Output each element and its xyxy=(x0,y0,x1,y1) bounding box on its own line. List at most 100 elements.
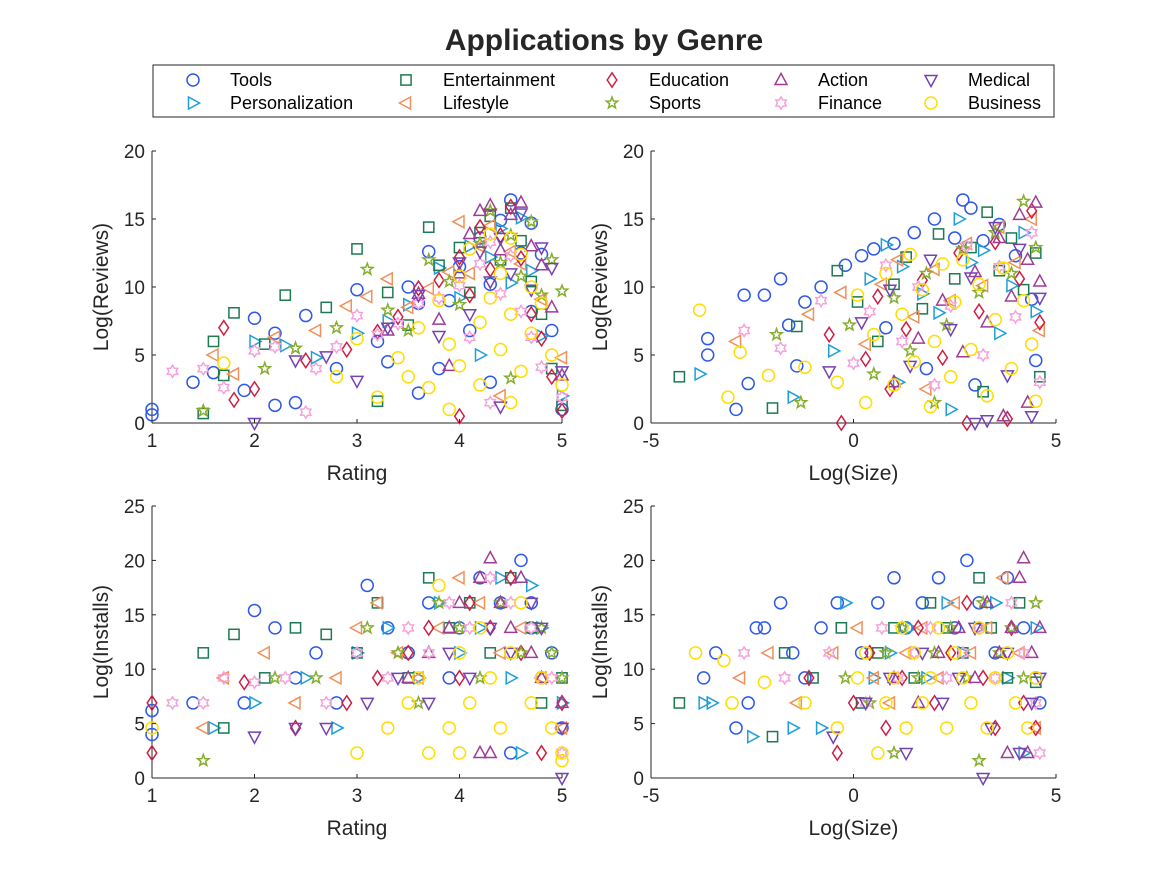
series-entertainment xyxy=(673,206,1046,414)
legend-item-medical: Medical xyxy=(923,70,1030,90)
data-point xyxy=(430,620,445,636)
data-point xyxy=(941,595,955,611)
data-point xyxy=(351,325,366,341)
data-point xyxy=(493,401,508,415)
data-point xyxy=(545,348,559,362)
data-point xyxy=(535,744,548,762)
y-axis-label: Log(Installs) xyxy=(589,585,612,699)
data-point xyxy=(422,380,436,395)
data-point xyxy=(441,273,458,289)
data-point xyxy=(513,208,529,222)
y-tick-label: 20 xyxy=(623,142,644,163)
data-point xyxy=(554,283,570,298)
data-point xyxy=(524,326,538,340)
data-point xyxy=(513,267,529,283)
data-point xyxy=(971,752,987,768)
data-point xyxy=(858,395,873,410)
data-point xyxy=(195,752,212,768)
data-point xyxy=(956,193,970,207)
data-point xyxy=(1033,370,1046,383)
data-point xyxy=(320,628,333,641)
data-point xyxy=(515,249,527,267)
data-point xyxy=(760,645,774,661)
data-point xyxy=(798,295,812,309)
data-point xyxy=(370,334,385,349)
chart-title: Applications by Genre xyxy=(445,24,763,57)
data-point xyxy=(523,284,539,298)
data-point xyxy=(526,578,540,593)
legend-item-action: Action xyxy=(773,70,868,90)
y-tick-label: 5 xyxy=(633,346,644,367)
data-point xyxy=(442,402,456,417)
y-tick-label: 0 xyxy=(134,769,145,790)
series-personalization xyxy=(694,211,1044,417)
data-point xyxy=(256,645,270,661)
legend-label-sports: Sports xyxy=(649,93,701,113)
data-point xyxy=(911,330,926,344)
data-point xyxy=(830,721,845,735)
data-point xyxy=(268,621,282,635)
data-point xyxy=(535,330,548,348)
data-point xyxy=(543,644,560,660)
data-point xyxy=(145,703,159,718)
data-point xyxy=(1034,313,1046,331)
data-point xyxy=(996,408,1011,422)
data-point xyxy=(927,334,942,349)
data-point xyxy=(835,622,848,634)
data-point xyxy=(956,645,970,661)
legend: Tools Personalization Entertainment Lifesty… xyxy=(152,64,1055,118)
data-point xyxy=(483,291,497,305)
y-tick-label: 20 xyxy=(124,142,145,163)
data-point xyxy=(847,694,860,712)
data-point xyxy=(757,288,772,302)
data-point xyxy=(1016,621,1031,635)
data-point xyxy=(900,251,912,263)
data-point xyxy=(331,720,345,736)
data-point xyxy=(401,696,415,710)
data-point xyxy=(371,669,384,687)
data-point xyxy=(381,286,394,299)
data-point xyxy=(431,330,447,345)
data-point xyxy=(225,366,240,382)
x-tick-label: 3 xyxy=(352,431,363,452)
data-point xyxy=(1020,394,1035,408)
data-point xyxy=(971,284,987,300)
data-point xyxy=(441,357,457,372)
data-point xyxy=(307,323,322,338)
data-point xyxy=(1025,202,1038,220)
data-point xyxy=(471,595,486,611)
x-tick-label: 5 xyxy=(557,431,568,452)
data-point xyxy=(495,221,509,236)
data-point xyxy=(729,721,743,735)
data-point xyxy=(1029,671,1043,685)
data-point xyxy=(1000,744,1015,759)
data-point xyxy=(967,669,983,684)
data-point xyxy=(474,347,489,363)
data-point xyxy=(379,271,393,287)
data-point xyxy=(879,321,893,335)
data-point xyxy=(859,350,872,368)
data-point xyxy=(280,338,294,353)
data-point xyxy=(433,259,445,272)
data-point xyxy=(972,621,986,635)
data-point xyxy=(975,594,991,610)
data-point xyxy=(1004,288,1019,302)
data-point xyxy=(766,402,779,414)
data-point xyxy=(773,272,788,286)
data-point xyxy=(463,242,477,256)
data-point xyxy=(1027,239,1044,255)
data-point xyxy=(299,404,313,420)
series-sports xyxy=(195,202,570,418)
data-point xyxy=(196,361,210,376)
data-point xyxy=(798,696,812,710)
data-point xyxy=(554,669,570,685)
data-point xyxy=(1029,247,1042,259)
data-point xyxy=(822,645,836,661)
data-point xyxy=(256,360,273,376)
data-point xyxy=(432,293,446,308)
data-point xyxy=(709,646,723,660)
data-point xyxy=(932,228,945,240)
data-point xyxy=(533,670,547,686)
data-point xyxy=(854,317,869,331)
